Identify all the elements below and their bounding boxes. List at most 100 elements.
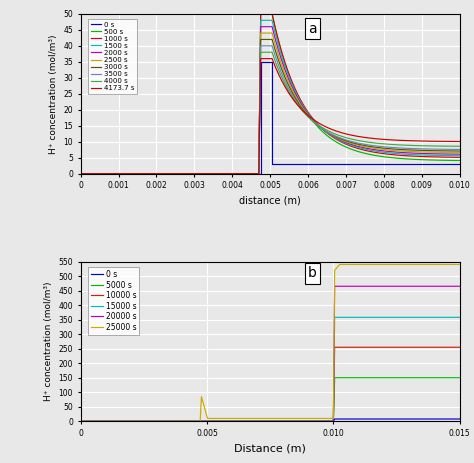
15000 s — [337, 314, 343, 320]
25000 s — [78, 419, 83, 424]
5000 s — [199, 419, 204, 424]
15000 s — [332, 314, 337, 320]
Line: 5000 s: 5000 s — [81, 378, 460, 421]
1000 s — [362, 147, 367, 153]
2500 s — [362, 144, 367, 150]
5000 s — [78, 419, 83, 424]
3500 s — [362, 142, 367, 147]
Line: 4000 s: 4000 s — [81, 52, 460, 174]
20000 s — [78, 419, 83, 424]
2000 s — [355, 144, 361, 149]
2000 s — [400, 150, 405, 155]
20000 s — [337, 283, 343, 289]
3500 s — [457, 147, 463, 152]
4173.7 s — [355, 134, 361, 139]
0 s — [269, 161, 275, 167]
10000 s — [267, 419, 273, 424]
3500 s — [454, 147, 459, 152]
1500 s — [258, 18, 264, 23]
2000 s — [258, 24, 264, 30]
3500 s — [400, 145, 405, 151]
4000 s — [317, 123, 323, 129]
Text: b: b — [308, 266, 317, 280]
4173.7 s — [78, 171, 83, 176]
25000 s — [332, 268, 337, 273]
X-axis label: Distance (m): Distance (m) — [234, 444, 306, 454]
1500 s — [323, 129, 329, 135]
1000 s — [454, 155, 459, 160]
2500 s — [78, 171, 83, 176]
3000 s — [323, 129, 329, 134]
Line: 20000 s: 20000 s — [81, 286, 460, 421]
10000 s — [78, 419, 83, 424]
0 s — [258, 171, 264, 176]
3000 s — [317, 124, 323, 130]
3500 s — [258, 43, 264, 49]
4173.7 s — [457, 139, 463, 144]
1000 s — [355, 146, 361, 151]
5000 s — [330, 419, 336, 424]
10000 s — [332, 344, 337, 350]
10000 s — [457, 344, 463, 350]
Text: a: a — [308, 22, 317, 36]
4173.7 s — [454, 139, 459, 144]
Line: 3500 s: 3500 s — [81, 46, 460, 174]
500 s — [355, 149, 361, 154]
4173.7 s — [317, 121, 323, 126]
1000 s — [317, 124, 323, 129]
1500 s — [457, 153, 463, 158]
4000 s — [355, 138, 361, 143]
Line: 0 s: 0 s — [81, 419, 460, 421]
Line: 2000 s: 2000 s — [81, 27, 460, 174]
500 s — [400, 156, 405, 162]
0 s — [205, 419, 210, 424]
X-axis label: distance (m): distance (m) — [239, 196, 301, 206]
4173.7 s — [362, 135, 367, 140]
0 s — [78, 419, 83, 424]
4173.7 s — [400, 138, 405, 143]
2000 s — [317, 124, 323, 130]
10000 s — [205, 419, 210, 424]
Line: 1500 s: 1500 s — [81, 20, 460, 174]
2500 s — [317, 124, 323, 130]
2500 s — [457, 150, 463, 156]
20000 s — [332, 283, 337, 289]
3000 s — [457, 148, 463, 154]
500 s — [457, 158, 463, 163]
1000 s — [323, 129, 329, 135]
Line: 10000 s: 10000 s — [81, 347, 460, 421]
500 s — [317, 126, 323, 131]
2500 s — [323, 129, 329, 134]
20000 s — [330, 419, 336, 424]
500 s — [78, 171, 83, 176]
25000 s — [330, 416, 336, 421]
20000 s — [205, 419, 210, 424]
10000 s — [337, 344, 343, 350]
25000 s — [205, 416, 210, 421]
25000 s — [457, 262, 463, 267]
0 s — [332, 416, 337, 422]
500 s — [362, 150, 367, 156]
15000 s — [457, 314, 463, 320]
3000 s — [454, 148, 459, 154]
4000 s — [362, 139, 367, 144]
Line: 3000 s: 3000 s — [81, 39, 460, 174]
Line: 15000 s: 15000 s — [81, 317, 460, 421]
3500 s — [355, 140, 361, 146]
2000 s — [457, 151, 463, 157]
20000 s — [199, 419, 204, 424]
2500 s — [400, 148, 405, 154]
Line: 25000 s: 25000 s — [81, 264, 460, 421]
Line: 2500 s: 2500 s — [81, 33, 460, 174]
15000 s — [199, 419, 204, 424]
15000 s — [330, 419, 336, 424]
Y-axis label: H⁺ concentration (mol/m³): H⁺ concentration (mol/m³) — [49, 34, 58, 154]
5000 s — [457, 375, 463, 381]
4173.7 s — [258, 56, 264, 62]
4000 s — [454, 144, 459, 149]
2000 s — [78, 171, 83, 176]
1000 s — [258, 11, 264, 17]
2000 s — [323, 129, 329, 135]
20000 s — [267, 419, 273, 424]
25000 s — [199, 394, 204, 400]
